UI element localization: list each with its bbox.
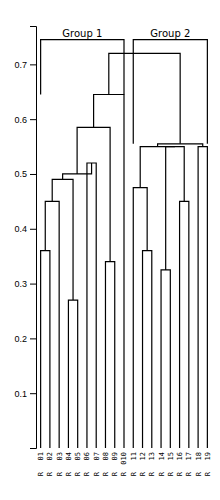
leaf-sublabel: R	[102, 471, 110, 476]
y-tick-label: 0.4	[14, 224, 27, 234]
y-tick-mark	[30, 284, 36, 285]
leaf-label: 03	[56, 452, 64, 460]
merge-link	[143, 251, 152, 448]
group-label: Group 2	[150, 28, 190, 39]
leaf-label: 010	[120, 452, 128, 465]
leaf-label: 18	[195, 452, 203, 460]
leaf-sublabel: R	[148, 471, 156, 476]
leaf-sublabel: R	[56, 471, 64, 476]
group-bracket	[41, 40, 124, 95]
y-tick-mark	[30, 229, 36, 230]
leaf-sublabel: R	[46, 471, 54, 476]
merge-link	[77, 127, 110, 261]
merge-link	[52, 179, 73, 300]
y-tick: 0.5	[14, 169, 36, 179]
merge-link	[166, 147, 185, 270]
merge-link	[94, 95, 124, 448]
y-tick-label: 0.7	[14, 60, 27, 70]
merge-link	[45, 201, 59, 448]
y-tick: 0.3	[14, 279, 36, 289]
merge-link	[105, 262, 114, 448]
leaf-label: 13	[148, 452, 156, 460]
leaf-sublabel: R	[167, 471, 175, 476]
leaf-labels: 010203040506070809010111213141516171819 R…	[37, 452, 212, 476]
leaf-label: 14	[158, 452, 166, 460]
merge-link	[133, 188, 147, 448]
leaf-label: 04	[65, 452, 73, 460]
y-tick: 0.1	[14, 389, 36, 399]
y-tick-mark	[30, 119, 36, 120]
merge-link	[161, 270, 170, 448]
leaf-label: 02	[46, 452, 54, 460]
y-tick-label: 0.5	[14, 169, 27, 179]
leaf-label: 17	[185, 452, 193, 460]
leaf-sublabel: R	[93, 471, 101, 476]
group-label: Group 1	[62, 28, 102, 39]
merge-link	[198, 147, 207, 448]
leaf-label: 09	[111, 452, 119, 460]
marks	[41, 40, 208, 448]
leaf-label: 16	[176, 452, 184, 460]
leaf-label: 07	[93, 452, 101, 460]
y-tick-mark	[30, 393, 36, 394]
y-axis-line	[30, 27, 37, 449]
merge-link	[87, 163, 96, 448]
merge-link	[140, 147, 175, 188]
plot: 0.10.20.30.40.50.60.7Group 1Group 201020…	[14, 27, 211, 477]
leaf-sublabel: R	[37, 471, 45, 476]
leaf-label: 05	[74, 452, 82, 460]
leaf-sublabel: R	[74, 471, 82, 476]
merge-link	[41, 251, 50, 448]
leaf-sublabel: R	[111, 471, 119, 476]
y-tick: 0.2	[14, 334, 36, 344]
leaf-label: 19	[204, 452, 212, 460]
y-tick: 0.4	[14, 224, 36, 234]
leaf-label: 12	[139, 452, 147, 460]
merge-link	[180, 201, 189, 448]
y-axis: 0.1 0.2 0.3 0.4 0.5 0.6 0.7	[14, 27, 36, 449]
merge-link	[68, 300, 77, 448]
chart: 0.10.20.30.40.50.60.7Group 1Group 201020…	[0, 0, 220, 500]
leaf-sublabel: R	[195, 471, 203, 476]
y-tick-mark	[30, 338, 36, 339]
y-tick: 0.7	[14, 60, 36, 70]
y-tick-mark	[30, 64, 36, 65]
y-tick-label: 0.1	[14, 389, 27, 399]
leaf-sublabel: R	[139, 471, 147, 476]
merge-link	[158, 144, 203, 147]
merge-link	[109, 53, 180, 143]
leaf-label: 08	[102, 452, 110, 460]
leaf-sublabel: R	[204, 471, 212, 476]
leaf-label: 11	[130, 452, 138, 460]
leaf-sublabel: R	[83, 471, 91, 476]
leaf-sublabel: R	[176, 471, 184, 476]
leaf-sublabel: R	[185, 471, 193, 476]
group-bracket	[133, 40, 207, 144]
leaf-sublabel: R	[130, 471, 138, 476]
leaf-label: 01	[37, 452, 45, 460]
y-tick-label: 0.3	[14, 279, 27, 289]
y-tick-label: 0.2	[14, 334, 27, 344]
leaf-sublabel: R	[65, 471, 73, 476]
y-tick: 0.6	[14, 115, 36, 125]
leaf-sublabel: R	[120, 471, 128, 476]
leaf-label: 06	[83, 452, 91, 460]
y-tick-mark	[30, 174, 36, 175]
leaf-label: 15	[167, 452, 175, 460]
leaf-sublabel: R	[158, 471, 166, 476]
y-tick-label: 0.6	[14, 115, 27, 125]
